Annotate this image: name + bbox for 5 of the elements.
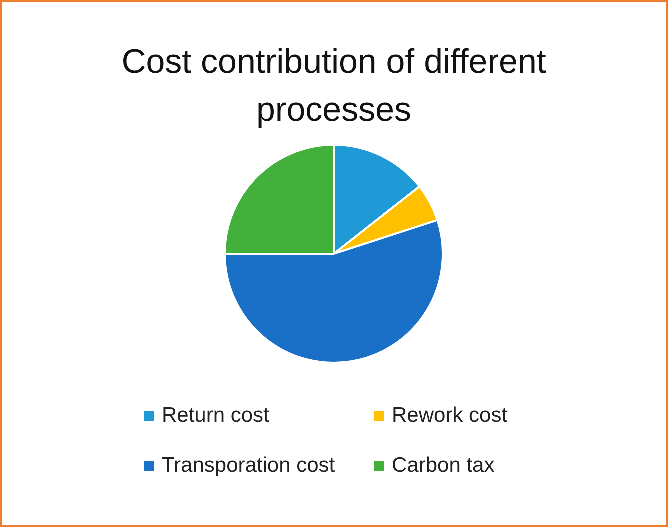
legend-label: Transporation cost <box>162 454 336 478</box>
chart-title: Cost contribution of different processes <box>120 42 548 131</box>
legend-label: Return cost <box>162 404 270 428</box>
legend-label: Rework cost <box>392 404 508 428</box>
legend-label: Carbon tax <box>392 454 495 478</box>
